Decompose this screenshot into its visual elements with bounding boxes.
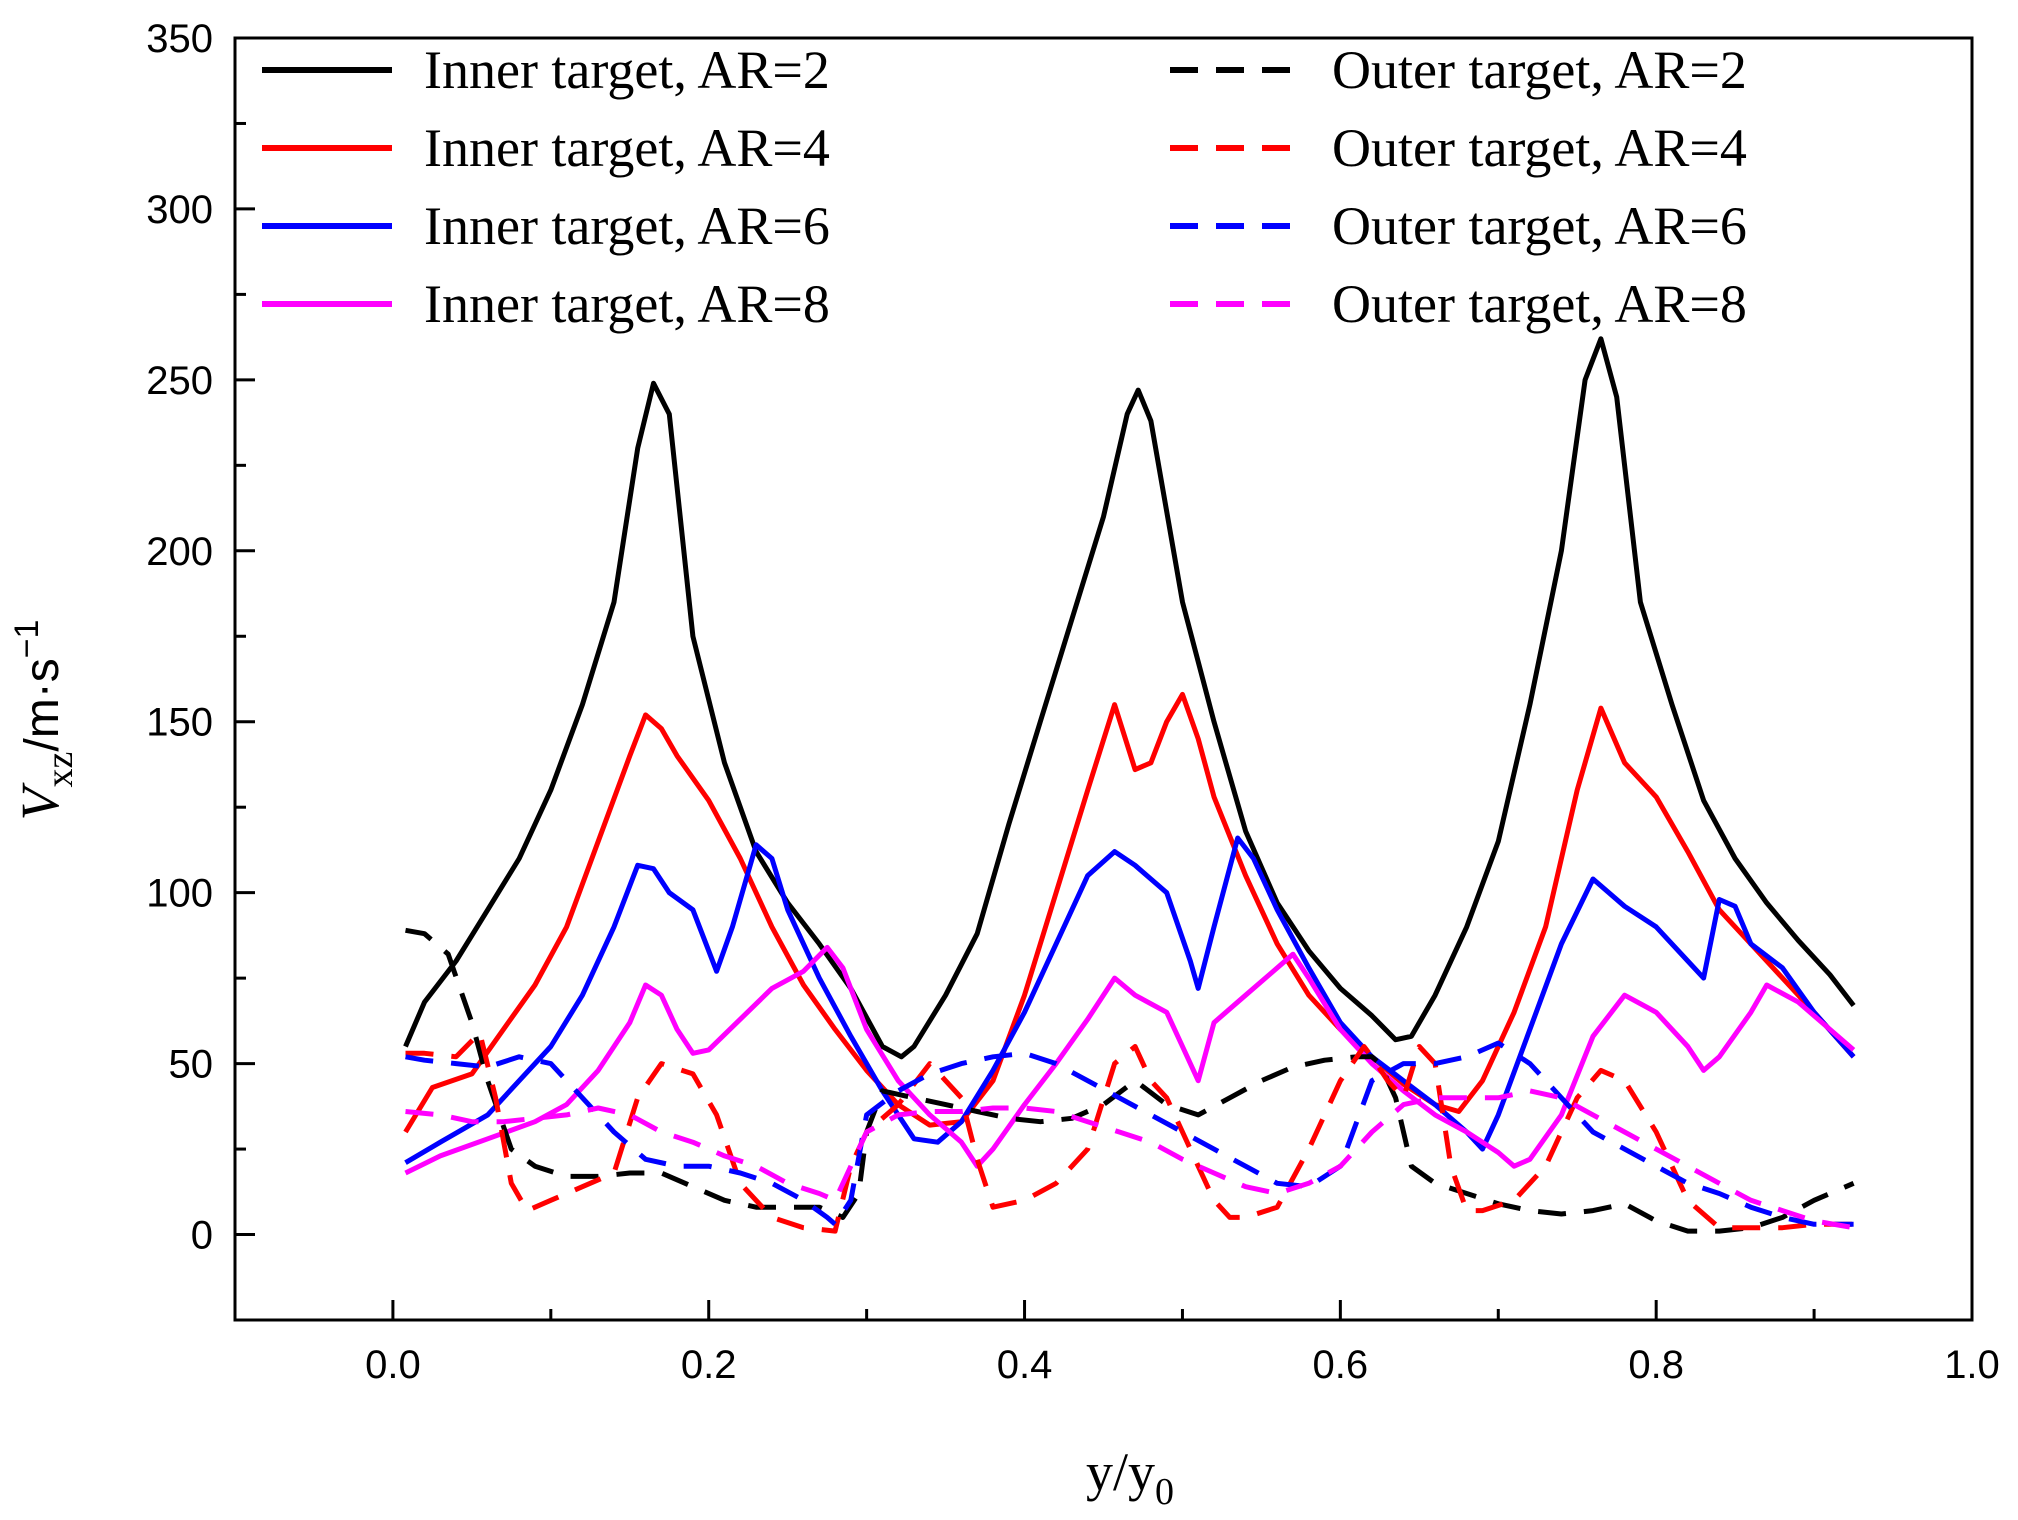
legend-label: Inner target, AR=4 [424, 118, 830, 178]
legend-label: Inner target, AR=2 [424, 40, 830, 100]
x-axis-ticks: 0.0 0.2 0.4 0.6 0.8 1.0 [233, 1300, 2000, 1387]
y-axis-title-sup: −1 [8, 620, 46, 659]
y-axis-ticks: 0 50 100 150 200 250 300 350 [146, 17, 255, 1322]
series-line-2 [403, 691, 1856, 1134]
legend-label: Inner target, AR=6 [424, 196, 830, 256]
series-line-3 [404, 835, 1856, 1165]
y-tick-label: 150 [146, 701, 213, 745]
y-tick-label: 200 [146, 530, 213, 574]
legend-label: Outer target, AR=6 [1332, 196, 1747, 256]
x-tick-label: 0.4 [997, 1343, 1053, 1387]
y-tick-label: 250 [146, 359, 213, 403]
plot-frame [233, 36, 1974, 1322]
x-tick-label: 0.0 [365, 1343, 421, 1387]
series-line-1 [403, 336, 1856, 1060]
series-line-6 [405, 1030, 1854, 1234]
y-tick-label: 300 [146, 188, 213, 232]
x-tick-label: 0.8 [1628, 1343, 1684, 1387]
plot-lines [403, 336, 1856, 1234]
series-line-7 [405, 1040, 1854, 1227]
x-tick-label: 0.2 [681, 1343, 737, 1387]
y-tick-label: 50 [169, 1043, 214, 1087]
legend-label: Outer target, AR=2 [1332, 40, 1747, 100]
series-line-5 [405, 927, 1855, 1234]
x-axis-title: y/y0 [1086, 1442, 1174, 1513]
x-tick-label: 0.6 [1313, 1343, 1369, 1387]
series-line-8 [405, 1088, 1855, 1231]
y-tick-label: 0 [191, 1214, 213, 1258]
y-axis-title-unit: /m·s [16, 658, 69, 751]
y-tick-label: 100 [146, 872, 213, 916]
series-line-4 [404, 944, 1856, 1176]
x-tick-label: 1.0 [1944, 1343, 2000, 1387]
x-axis-title-main: y/y [1086, 1442, 1155, 1502]
x-axis-title-sub: 0 [1155, 1471, 1174, 1513]
legend: Inner target, AR=2 Inner target, AR=4 Inne… [262, 40, 1747, 334]
legend-label: Outer target, AR=8 [1332, 274, 1747, 334]
y-tick-label: 350 [146, 17, 213, 61]
legend-label: Outer target, AR=4 [1332, 118, 1747, 178]
y-axis-title-sub: xz [39, 752, 81, 788]
legend-label: Inner target, AR=8 [424, 274, 830, 334]
y-axis-title: Vxz/m·s−1 [8, 620, 81, 821]
y-axis-title-main: V [10, 781, 70, 820]
